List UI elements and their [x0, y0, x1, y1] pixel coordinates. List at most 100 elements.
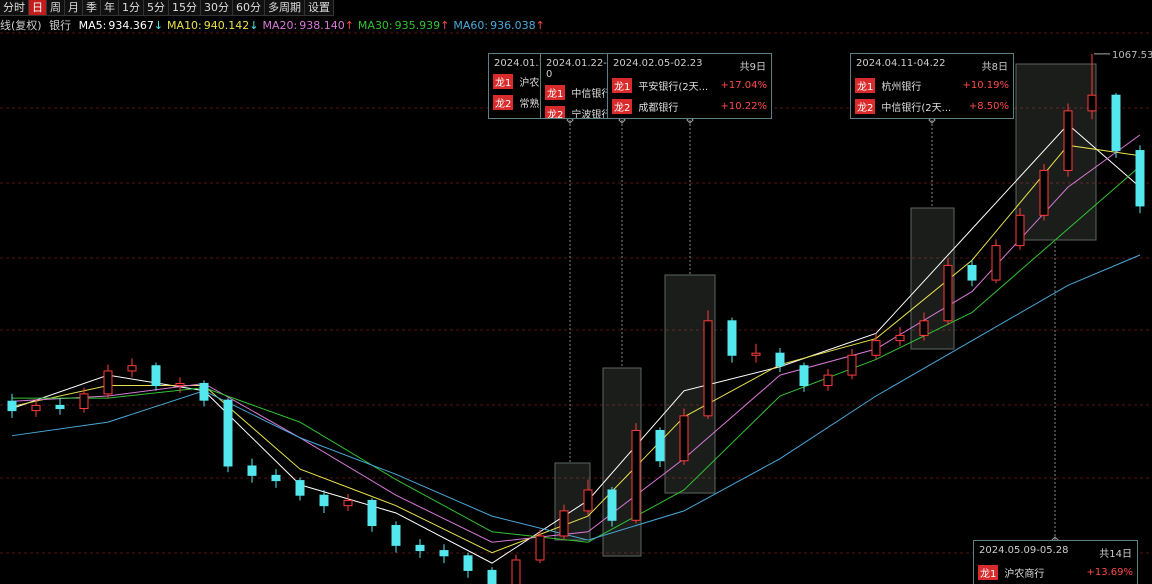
popup-header: 2024.02.05-02.23 共9日 [608, 54, 771, 75]
popup-row: 龙1 中信银行 [541, 82, 614, 103]
candle-body [295, 480, 305, 496]
legend-item: MA60: 936.038↑ [453, 19, 548, 32]
popup-row: 龙1 杭州银行 +10.19% [851, 75, 1013, 96]
candle-body [463, 555, 473, 571]
popup-row: 龙2 宁波银行 [541, 103, 614, 118]
legend-name: MA30: [357, 19, 393, 32]
stock-name: 沪农商行 [1004, 569, 1045, 580]
legend-trend: ↑ [440, 19, 450, 32]
stock-name: 沪农 [519, 78, 540, 89]
candle-body [103, 370, 113, 395]
candle-body [367, 499, 377, 527]
toolbar-button[interactable]: 30分 [201, 0, 233, 15]
candle-body [799, 365, 809, 387]
legend-symbol: 银行 [49, 19, 72, 32]
connector-diamond [566, 116, 574, 124]
legend-value: 940.142 [203, 19, 250, 32]
legend-trend: ↑ [535, 19, 545, 32]
toolbar-button[interactable]: 日 [29, 0, 47, 15]
legend-value: 935.939 [394, 19, 441, 32]
candle-body [7, 400, 17, 412]
legend-value: 936.038 [490, 19, 536, 32]
popup-row: 龙1 平安银行(2天... +17.04% [608, 75, 771, 96]
legend-name: MA20: [262, 19, 298, 32]
legend-trend: ↓ [249, 19, 259, 32]
connector-diamond [618, 116, 626, 124]
rank-badge: 龙1 [978, 565, 999, 580]
toolbar-button[interactable]: 设置 [305, 0, 334, 15]
candle-body [391, 525, 401, 546]
popup-header: 2024.05.09-05.28 共14日 [974, 541, 1137, 562]
popup-row: 龙2 常熟 [489, 92, 611, 113]
rank-badge: 龙2 [855, 99, 876, 114]
change: +10.22% [720, 101, 767, 112]
candle-body [703, 320, 713, 417]
highlight-zone [1015, 63, 1097, 241]
candle-body [511, 559, 521, 584]
popup: 2024.05.09-05.28 共14日龙1 沪农商行 +13.69% [973, 540, 1138, 584]
change: +10.19% [962, 80, 1009, 91]
rank-badge: 龙2 [493, 95, 514, 110]
legend-item: MA30: 935.939↑ [358, 19, 453, 32]
stock-name: 常熟 [519, 99, 540, 110]
candle-body [847, 354, 857, 376]
toolbar-button[interactable]: 季 [83, 0, 101, 15]
change: +8.50% [968, 101, 1009, 112]
candle-body [1063, 110, 1073, 171]
connector-diamond [928, 116, 936, 124]
candle-body [1111, 94, 1121, 152]
candle-body [487, 569, 497, 584]
legend-value: 934.367 [108, 19, 154, 32]
candle-body [1135, 150, 1145, 207]
rank-badge: 龙1 [493, 74, 514, 89]
toolbar-button[interactable]: 年 [101, 0, 119, 15]
rank-badge: 龙2 [545, 106, 566, 118]
legend-item: MA20: 938.140↑ [262, 19, 357, 32]
candle-body [1087, 94, 1097, 112]
toolbar-button[interactable]: 15分 [169, 0, 201, 15]
popup: 2024.04.11-04.22 共8日 龙1 杭州银行 +10.19% 龙2 中信银行(2… [850, 53, 1014, 119]
rank-badge: 龙1 [855, 78, 876, 93]
popup: 2024.02.05-02.23 共9日 龙1 平安银行(2天... +17.04% 龙2… [607, 53, 772, 119]
candle-body [223, 399, 233, 467]
toolbar-button[interactable]: 1分 [119, 0, 144, 15]
candle-body [583, 489, 593, 512]
toolbar: 分时日周月季年 1分 5分 15分 30分 60分 多周期 设置 [0, 0, 334, 16]
toolbar-button[interactable]: 周 [47, 0, 65, 15]
candle-body [271, 474, 281, 482]
candle-body [127, 365, 137, 372]
legend-trend: ↑ [344, 19, 354, 32]
stock-name: 杭州银行 [881, 82, 922, 93]
stock-name: 成都银行 [638, 103, 679, 114]
candle-body [55, 404, 65, 410]
candle-body [199, 382, 209, 401]
candle-body [1039, 169, 1049, 216]
rank-badge: 龙2 [612, 99, 633, 114]
popup-row: 龙1 沪农商行 +13.69% [974, 562, 1137, 583]
popup-date: 2024.01.1 [494, 58, 545, 69]
toolbar-button[interactable]: 月 [65, 0, 83, 15]
candle-body [319, 494, 329, 507]
connector-diamond [686, 116, 694, 124]
candle-body [175, 382, 185, 387]
toolbar-button[interactable]: 5分 [144, 0, 169, 15]
legend-value: 938.140 [299, 19, 345, 32]
candle-body [871, 340, 881, 356]
candle-body [607, 489, 617, 521]
candle-body [991, 245, 1001, 281]
toolbar-button[interactable]: 60分 [233, 0, 265, 15]
popup: 2024.01.22-0 龙1 中信银行 龙2 宁波银行 [540, 53, 615, 119]
candle-body [895, 334, 905, 342]
popup-date: 2024.04.11-04.22 [856, 58, 946, 69]
legend-name: MA5: [78, 19, 107, 32]
candle-body [943, 264, 953, 322]
change: +13.69% [1086, 567, 1133, 578]
toolbar-button[interactable]: 多周期 [265, 0, 305, 15]
toolbar-button[interactable]: 分时 [0, 0, 29, 15]
stock-name: 平安银行(2天... [638, 82, 709, 93]
legend-label: 线(复权) [0, 19, 42, 32]
high-label: 1067.539 [1112, 50, 1152, 61]
candle-body [415, 544, 425, 552]
candle-body [919, 320, 929, 336]
